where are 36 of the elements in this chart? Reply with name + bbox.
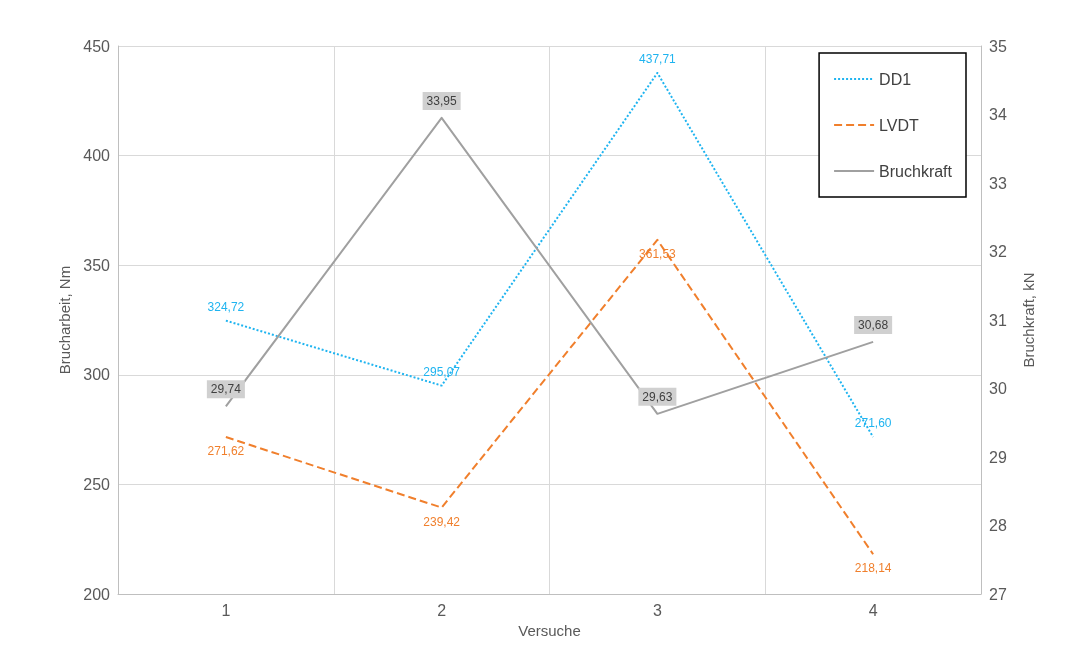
y-tick-label: 400 bbox=[83, 147, 111, 165]
y-axis-title: Brucharbeit, Nm bbox=[56, 265, 74, 375]
y2-tick-label: 34 bbox=[989, 106, 1007, 123]
data-label: 29,63 bbox=[642, 389, 673, 404]
legend-label: LVDT bbox=[879, 116, 920, 134]
data-label: 437,71 bbox=[639, 51, 677, 66]
data-label: 218,14 bbox=[854, 561, 892, 576]
x-axis-title: Versuche bbox=[518, 621, 581, 639]
data-label: 29,74 bbox=[210, 382, 242, 397]
y2-tick-label: 29 bbox=[989, 448, 1007, 466]
data-label: 324,72 bbox=[207, 299, 245, 314]
x-tick-label: 1 bbox=[221, 601, 231, 619]
y-tick-label: 300 bbox=[83, 366, 111, 384]
data-label: 239,42 bbox=[423, 514, 461, 529]
y2-tick-label: 33 bbox=[989, 174, 1007, 192]
data-label: 295,07 bbox=[423, 364, 461, 379]
y-tick-label: 450 bbox=[83, 37, 111, 55]
y2-tick-label: 27 bbox=[989, 585, 1007, 603]
y-tick-label: 250 bbox=[83, 475, 111, 493]
x-tick-label: 2 bbox=[437, 601, 447, 619]
y-tick-label: 200 bbox=[83, 585, 111, 603]
legend-label: DD1 bbox=[879, 70, 912, 88]
x-tick-label: 3 bbox=[652, 601, 662, 619]
data-label: 30,68 bbox=[858, 317, 889, 332]
data-label: 271,60 bbox=[854, 416, 892, 431]
data-label: 271,62 bbox=[207, 444, 245, 459]
y2-tick-label: 31 bbox=[989, 311, 1007, 329]
data-label: 33,95 bbox=[426, 93, 457, 108]
y2-tick-label: 35 bbox=[989, 37, 1007, 55]
y2-tick-label: 28 bbox=[989, 517, 1007, 534]
y2-tick-label: 30 bbox=[989, 380, 1007, 397]
x-tick-label: 4 bbox=[868, 601, 878, 619]
y-tick-label: 350 bbox=[83, 256, 111, 274]
y2-tick-label: 32 bbox=[989, 243, 1007, 260]
legend-label: Bruchkraft bbox=[879, 162, 953, 180]
y2-axis-title: Bruchkraft, kN bbox=[1020, 272, 1037, 368]
